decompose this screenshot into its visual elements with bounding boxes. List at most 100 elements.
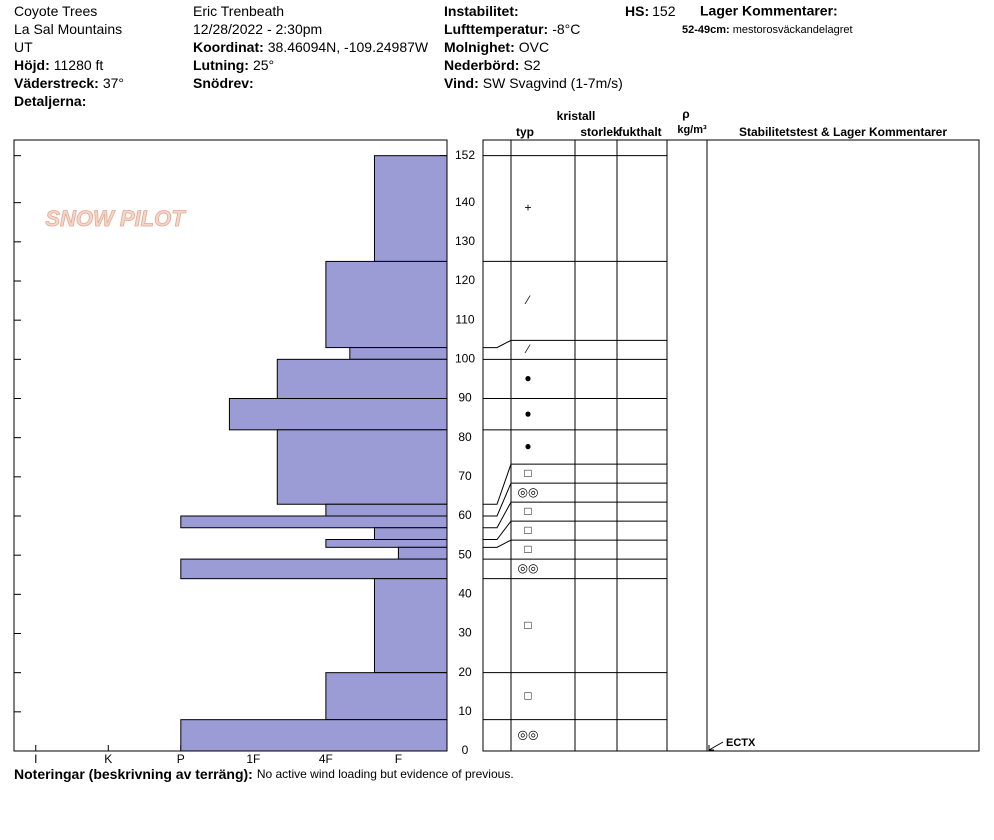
hardness-bar (228, 398, 448, 431)
field-label: Lufttemperatur: (444, 21, 548, 37)
grain-type: ⁄ (524, 342, 531, 356)
hardness-bar (349, 347, 448, 360)
field-value: UT (14, 39, 33, 55)
header-field: Instabilitet: (444, 3, 519, 19)
hardness-bar (373, 578, 448, 674)
hs-value: 152 (652, 3, 676, 19)
y-tick-label: 20 (458, 665, 472, 679)
test-label: ECTX (726, 737, 756, 749)
col-header: fukthalt (618, 125, 661, 139)
x-tick-label: P (177, 752, 185, 766)
field-label: Vind: (444, 75, 479, 91)
y-tick-label: 120 (455, 273, 475, 287)
layer-connector (483, 463, 512, 505)
y-tick-label: 60 (458, 508, 472, 522)
hardness-bar (325, 672, 448, 721)
header-field: Coyote Trees (14, 3, 97, 19)
header-field: Nederbörd: S2 (444, 57, 541, 73)
grain-type: □ (524, 466, 531, 480)
header-field: Eric Trenbeath (193, 3, 284, 19)
header-field: UT (14, 39, 33, 55)
hardness-bar (397, 546, 448, 560)
col-header: storlek (580, 125, 620, 139)
field-label: Koordinat: (193, 39, 264, 55)
field-value: -8°C (552, 21, 580, 37)
header-field: Lufttemperatur: -8°C (444, 21, 580, 37)
y-tick-label: 50 (458, 547, 472, 561)
field-label: Lutning: (193, 57, 249, 73)
y-tick-label: 10 (458, 704, 472, 718)
col-header: Stabilitetstest & Lager Kommentarer (739, 125, 947, 139)
col-header: typ (516, 125, 534, 139)
hardness-bar (180, 558, 448, 580)
header-field: Lutning: 25° (193, 57, 274, 73)
hardness-bar (373, 155, 448, 262)
hardness-bar (276, 358, 448, 400)
hs: HS: 152 (625, 3, 676, 19)
y-tick-label: 40 (458, 587, 472, 601)
col-header: kristall (557, 109, 596, 123)
grain-type: ● (524, 371, 531, 385)
field-value: 11280 ft (54, 57, 104, 73)
field-value: S2 (523, 57, 540, 73)
notes: Noteringar (beskrivning av terräng): No a… (14, 766, 514, 782)
field-value: 37° (103, 75, 124, 91)
header-field: La Sal Mountains (14, 21, 122, 37)
field-value: 12/28/2022 - 2:30pm (193, 21, 322, 37)
header-field: 12/28/2022 - 2:30pm (193, 21, 322, 37)
grain-type: + (524, 201, 531, 215)
header-field: Höjd: 11280 ft (14, 57, 103, 73)
x-tick-label: I (34, 752, 37, 766)
x-tick-label: F (395, 752, 402, 766)
header-field: Molnighet: OVC (444, 39, 549, 55)
layer-connector (483, 482, 512, 517)
hardness-bar (325, 260, 448, 349)
layer-connector (483, 501, 512, 529)
header-field: Väderstreck: 37° (14, 75, 124, 91)
grain-type: □ (524, 688, 531, 702)
y-tick-label: 140 (455, 195, 475, 209)
layer-connector (483, 339, 512, 349)
field-label: Väderstreck: (14, 75, 99, 91)
grain-type: ⁄ (524, 293, 531, 307)
y-tick-label: 100 (455, 352, 475, 366)
field-value: Coyote Trees (14, 3, 97, 19)
x-tick-label: 4F (319, 752, 333, 766)
grain-type: ● (524, 439, 531, 453)
x-tick-label: 1F (246, 752, 260, 766)
field-label: Snödrev: (193, 75, 254, 91)
field-value: SW Svagvind (1-7m/s) (483, 75, 623, 91)
field-value: Eric Trenbeath (193, 3, 284, 19)
grain-type: ◎◎ (518, 561, 539, 575)
notes-text: No active wind loading but evidence of p… (257, 767, 514, 781)
field-value: OVC (519, 39, 549, 55)
field-value: La Sal Mountains (14, 21, 122, 37)
test-arrow (708, 741, 724, 751)
col-header: kg/m³ (677, 124, 707, 136)
grain-type: ◎◎ (518, 728, 539, 742)
field-label: Detaljerna: (14, 93, 86, 109)
hardness-bar (325, 539, 448, 548)
header-field: Snödrev: (193, 75, 254, 91)
grain-type: □ (524, 523, 531, 537)
y-tick-label: 0 (462, 743, 469, 757)
grain-type: □ (524, 618, 531, 632)
header-field: Vind: SW Svagvind (1-7m/s) (444, 75, 623, 91)
header-field: Koordinat: 38.46094N, -109.24987W (193, 39, 429, 55)
layer-comment: 52-49cm: mestorosväckandelagret (682, 24, 853, 36)
field-value: 38.46094N, -109.24987W (268, 39, 429, 55)
grain-type: □ (524, 542, 531, 556)
layer-comments-title: Lager Kommentarer: (700, 3, 838, 19)
field-label: Höjd: (14, 57, 50, 73)
table-frame (482, 139, 980, 752)
field-value: 25° (253, 57, 274, 73)
field-label: Instabilitet: (444, 3, 519, 19)
y-tick-label: 90 (458, 391, 472, 405)
y-tick-label: 80 (458, 430, 472, 444)
field-label: Nederbörd: (444, 57, 519, 73)
arrow-head (708, 745, 714, 751)
y-tick-label: 152 (455, 148, 475, 162)
layer-connector (483, 539, 512, 548)
hs-label: HS: (625, 3, 649, 19)
